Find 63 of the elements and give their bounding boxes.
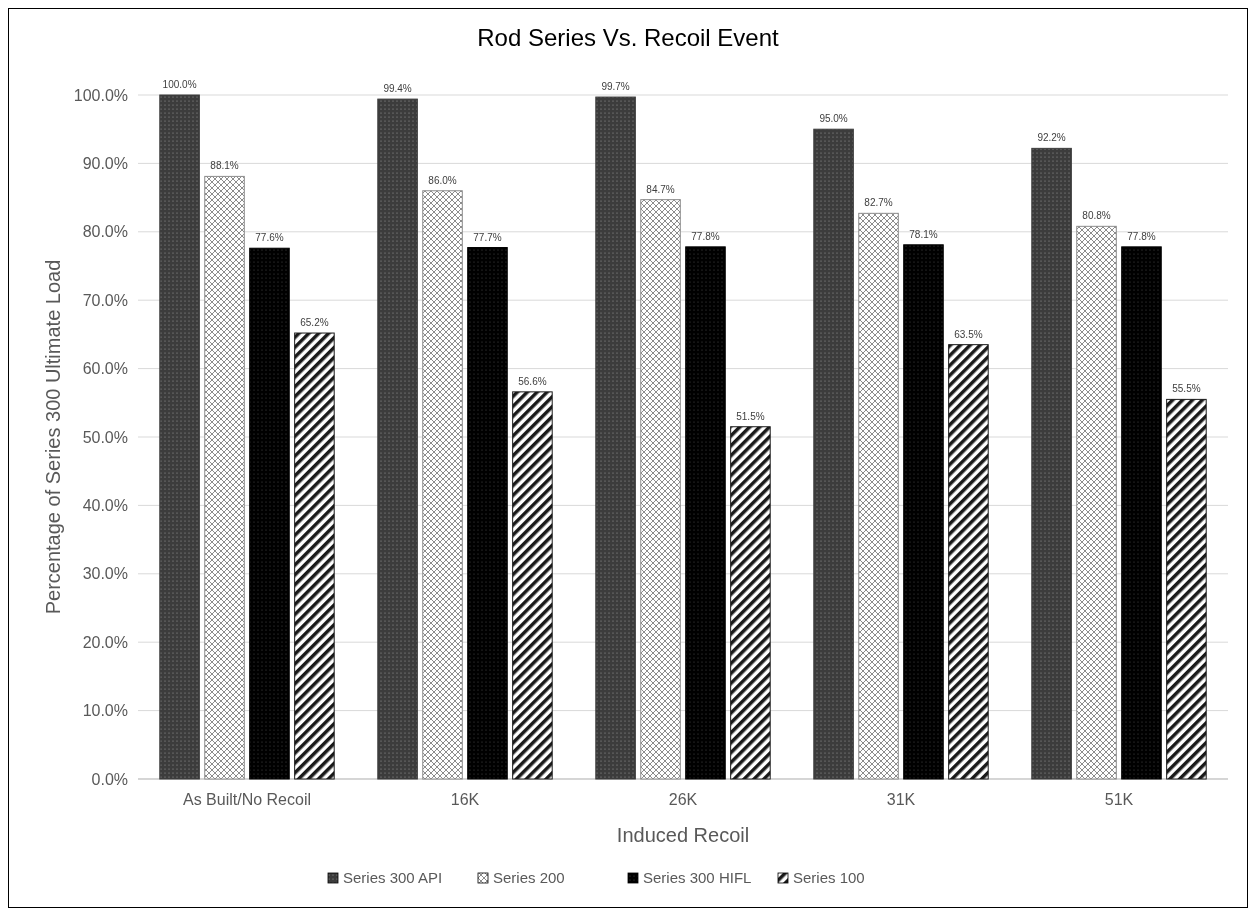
y-tick-label: 30.0%: [82, 565, 128, 583]
legend-label: Series 300 HIFL: [643, 869, 752, 887]
data-label: 99.4%: [383, 83, 412, 95]
y-tick-label: 10.0%: [82, 702, 128, 720]
bar: [595, 96, 636, 780]
legend-label: Series 100: [793, 869, 865, 887]
y-tick-label: 50.0%: [82, 428, 128, 446]
chart-title: Rod Series Vs. Recoil Event: [477, 24, 780, 51]
bar: [903, 244, 944, 780]
y-tick-label: 20.0%: [82, 633, 128, 651]
y-axis-title: Percentage of Series 300 Ultimate Load: [42, 259, 64, 615]
legend-label: Series 200: [493, 869, 565, 887]
data-label: 63.5%: [954, 328, 983, 340]
x-axis-title: Induced Recoil: [616, 824, 750, 846]
data-label: 100.0%: [162, 79, 197, 90]
data-label: 55.5%: [1172, 383, 1201, 395]
y-tick-label: 90.0%: [82, 155, 128, 172]
x-tick-label: 26K: [668, 791, 698, 808]
x-tick-label: 51K: [1104, 791, 1134, 808]
data-label: 77.7%: [473, 231, 502, 243]
data-label: 78.1%: [909, 228, 938, 240]
x-tick-label: 31K: [886, 791, 916, 808]
bar: [730, 426, 771, 780]
y-tick-label: 0.0%: [91, 770, 128, 788]
data-label: 56.6%: [518, 375, 547, 387]
y-tick-label: 100.0%: [73, 86, 128, 104]
data-label: 77.8%: [1127, 230, 1156, 242]
data-label: 77.6%: [255, 232, 284, 244]
x-tick-label: 16K: [450, 791, 480, 808]
bar: [858, 212, 899, 780]
data-label: 80.8%: [1082, 210, 1111, 222]
bar: [1121, 246, 1162, 780]
bar: [422, 190, 463, 780]
legend-label: Series 300 API: [343, 869, 443, 887]
data-label: 82.7%: [864, 197, 893, 209]
bar: [159, 94, 200, 780]
data-label: 65.2%: [300, 317, 329, 329]
bar: [813, 128, 854, 780]
bar: [640, 199, 681, 780]
y-tick-label: 80.0%: [82, 223, 128, 241]
bar: [512, 391, 553, 780]
bar: [1166, 398, 1207, 780]
bar: [204, 175, 245, 780]
data-label: 95.0%: [819, 113, 848, 125]
y-tick-label: 70.0%: [82, 291, 128, 309]
data-label: 92.2%: [1037, 132, 1066, 144]
bar: [249, 247, 290, 780]
data-label: 77.8%: [691, 230, 720, 242]
y-tick-label: 40.0%: [82, 497, 128, 514]
bar: [685, 246, 726, 780]
bar: [467, 247, 508, 780]
bar: [948, 344, 989, 780]
data-label: 86.0%: [428, 174, 457, 186]
data-label: 84.7%: [646, 183, 675, 195]
x-tick-label: As Built/No Recoil: [182, 791, 312, 808]
data-label: 51.5%: [736, 410, 765, 422]
data-label: 88.1%: [210, 160, 239, 172]
y-tick-label: 60.0%: [82, 360, 128, 378]
bar: [377, 98, 418, 780]
data-label: 99.7%: [601, 81, 630, 93]
bar: [294, 332, 335, 780]
bar: [1031, 147, 1072, 780]
bar: [1076, 225, 1117, 780]
